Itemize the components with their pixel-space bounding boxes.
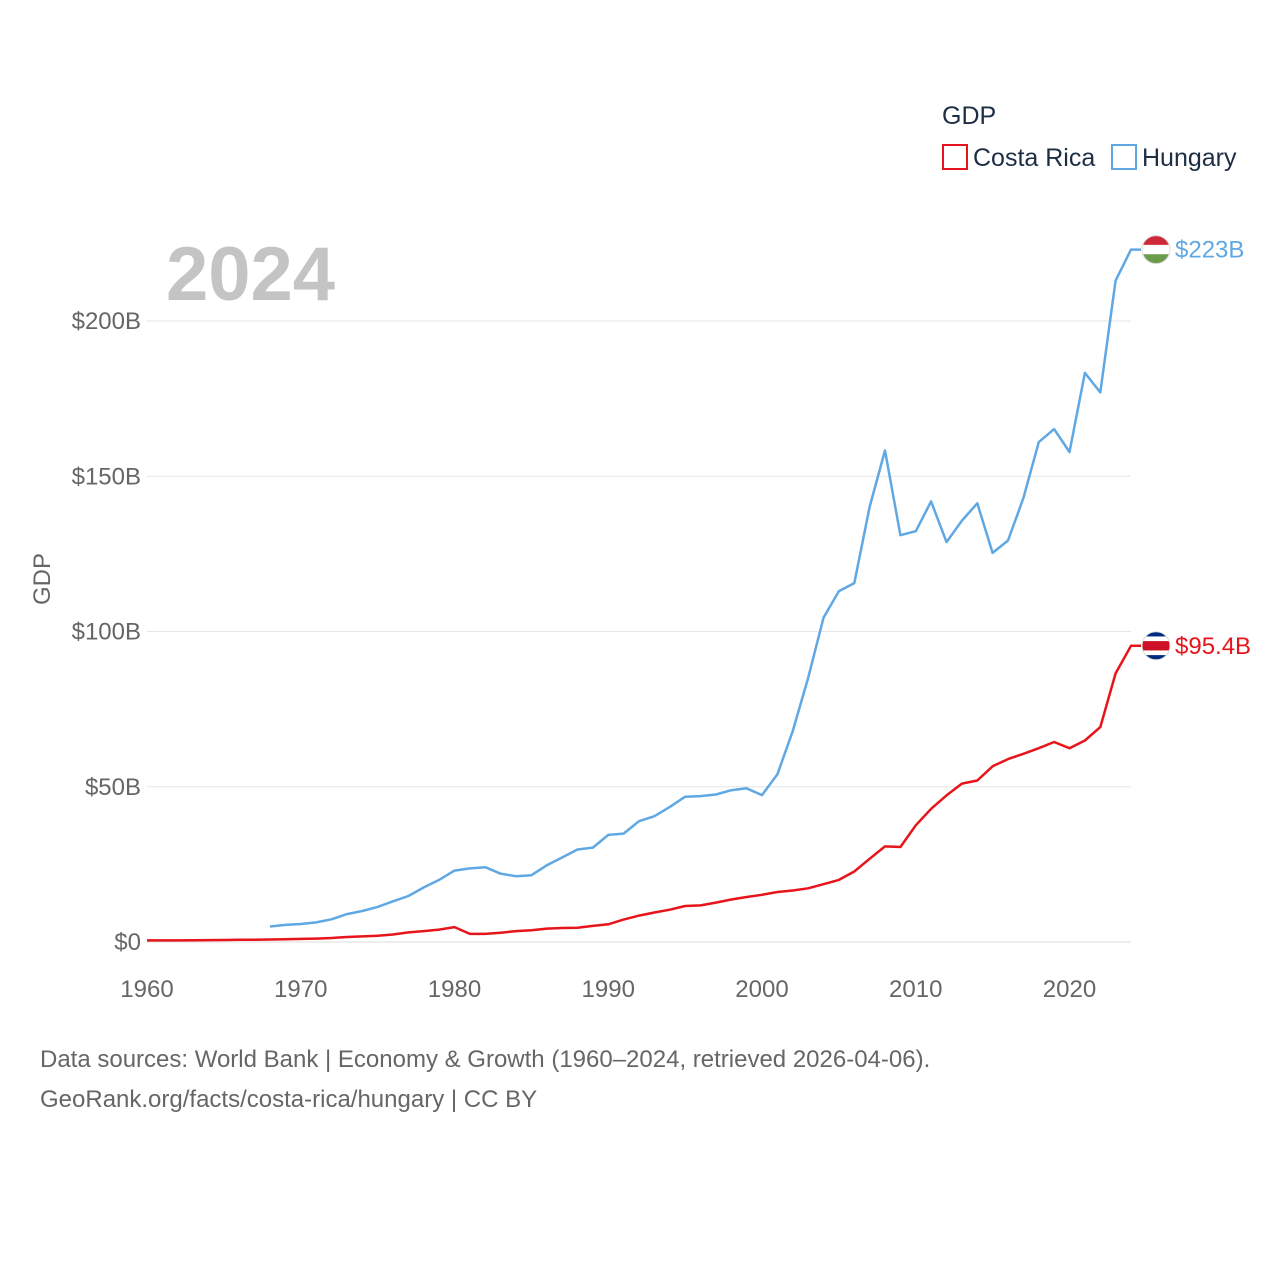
series-end-markers: $95.4B $223B	[1141, 235, 1251, 661]
flag-border	[1141, 235, 1171, 265]
y-tick-label: $150B	[72, 463, 141, 490]
flag-border	[1141, 631, 1171, 661]
y-axis-label: GDP	[29, 553, 56, 605]
legend-item-costa-rica[interactable]: Costa Rica	[942, 144, 1095, 172]
series-line-costa-rica[interactable]	[147, 644, 1141, 942]
hungary-flag-icon	[1142, 235, 1170, 264]
year-label: 2024	[166, 232, 335, 317]
source-note: Data sources: World Bank | Economy & Gro…	[40, 1040, 1240, 1120]
x-tick-label: 1960	[120, 976, 173, 1003]
legend-item-hungary[interactable]: Hungary	[1111, 144, 1237, 172]
legend-label-hungary: Hungary	[1142, 144, 1237, 172]
x-tick-label: 2010	[889, 976, 942, 1003]
series-lines	[147, 248, 1141, 942]
end-value-label-hungary: $223B	[1175, 237, 1244, 264]
legend-label-costa-rica: Costa Rica	[973, 144, 1095, 172]
series-line-hungary[interactable]	[269, 248, 1141, 928]
y-tick-label: $100B	[72, 619, 141, 646]
gdp-line-chart: $0 $50B $100B $150B $200B 1960 1970 1980 1990 20…	[29, 102, 1251, 1003]
y-tick-label: $0	[114, 929, 141, 956]
legend: GDP Costa Rica Hungary	[942, 102, 1237, 172]
y-tick-label: $50B	[85, 774, 141, 801]
x-tick-label: 1990	[582, 976, 635, 1003]
legend-title: GDP	[942, 102, 996, 130]
source-line-1: Data sources: World Bank | Economy & Gro…	[40, 1046, 931, 1073]
x-axis-ticks: 1960 1970 1980 1990 2000 2010 2020	[120, 976, 1096, 1003]
y-tick-label: $200B	[72, 308, 141, 335]
gridlines	[147, 320, 1131, 943]
x-tick-label: 1980	[428, 976, 481, 1003]
costa-rica-flag-icon	[1142, 631, 1170, 660]
source-line-2[interactable]: GeoRank.org/facts/costa-rica/hungary | C…	[40, 1086, 538, 1113]
end-value-label-costa-rica: $95.4B	[1175, 633, 1251, 660]
y-axis-ticks: $0 $50B $100B $150B $200B	[72, 308, 141, 956]
x-tick-label: 2020	[1043, 976, 1096, 1003]
x-tick-label: 1970	[274, 976, 327, 1003]
legend-swatch-costa-rica	[942, 144, 968, 170]
x-tick-label: 2000	[735, 976, 788, 1003]
legend-swatch-hungary	[1111, 144, 1137, 170]
